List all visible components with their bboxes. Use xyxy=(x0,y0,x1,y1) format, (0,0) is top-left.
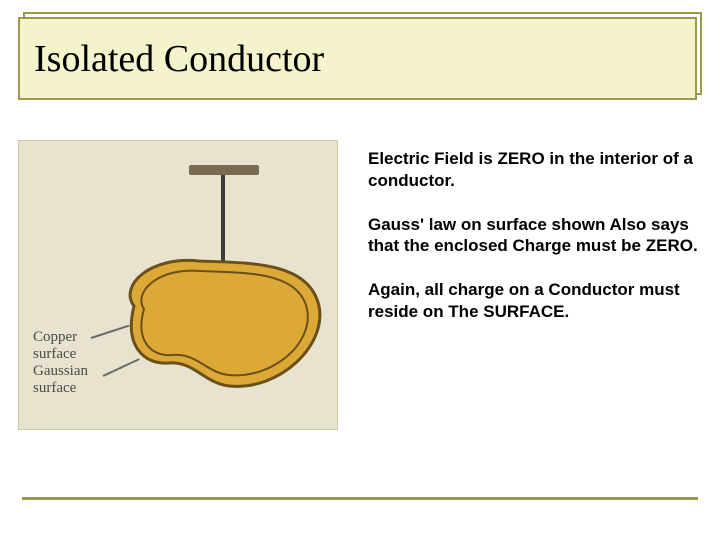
title-box: Isolated Conductor xyxy=(18,17,697,100)
title-block: Isolated Conductor xyxy=(18,12,702,100)
bottom-rule xyxy=(22,497,698,500)
text-column: Electric Field is ZERO in the interior o… xyxy=(368,130,698,460)
label-copper-surface: Copper surface xyxy=(33,329,77,364)
support-stem xyxy=(221,175,225,261)
conductor-figure: Copper surface Gaussian surface xyxy=(18,140,338,430)
page-title: Isolated Conductor xyxy=(34,37,324,81)
label-text: Copper xyxy=(33,329,77,345)
paragraph-3: Again, all charge on a Conductor must re… xyxy=(368,279,698,323)
conductor-blob xyxy=(109,251,329,401)
label-text: surface xyxy=(33,346,76,362)
support-plate xyxy=(189,165,259,175)
label-text: Gaussian xyxy=(33,363,88,379)
label-text: surface xyxy=(33,380,76,396)
label-gaussian-surface: Gaussian surface xyxy=(33,363,88,398)
paragraph-2: Gauss' law on surface shown Also says th… xyxy=(368,214,698,258)
content-area: Copper surface Gaussian surface Electric… xyxy=(18,130,702,460)
paragraph-1: Electric Field is ZERO in the interior o… xyxy=(368,148,698,192)
